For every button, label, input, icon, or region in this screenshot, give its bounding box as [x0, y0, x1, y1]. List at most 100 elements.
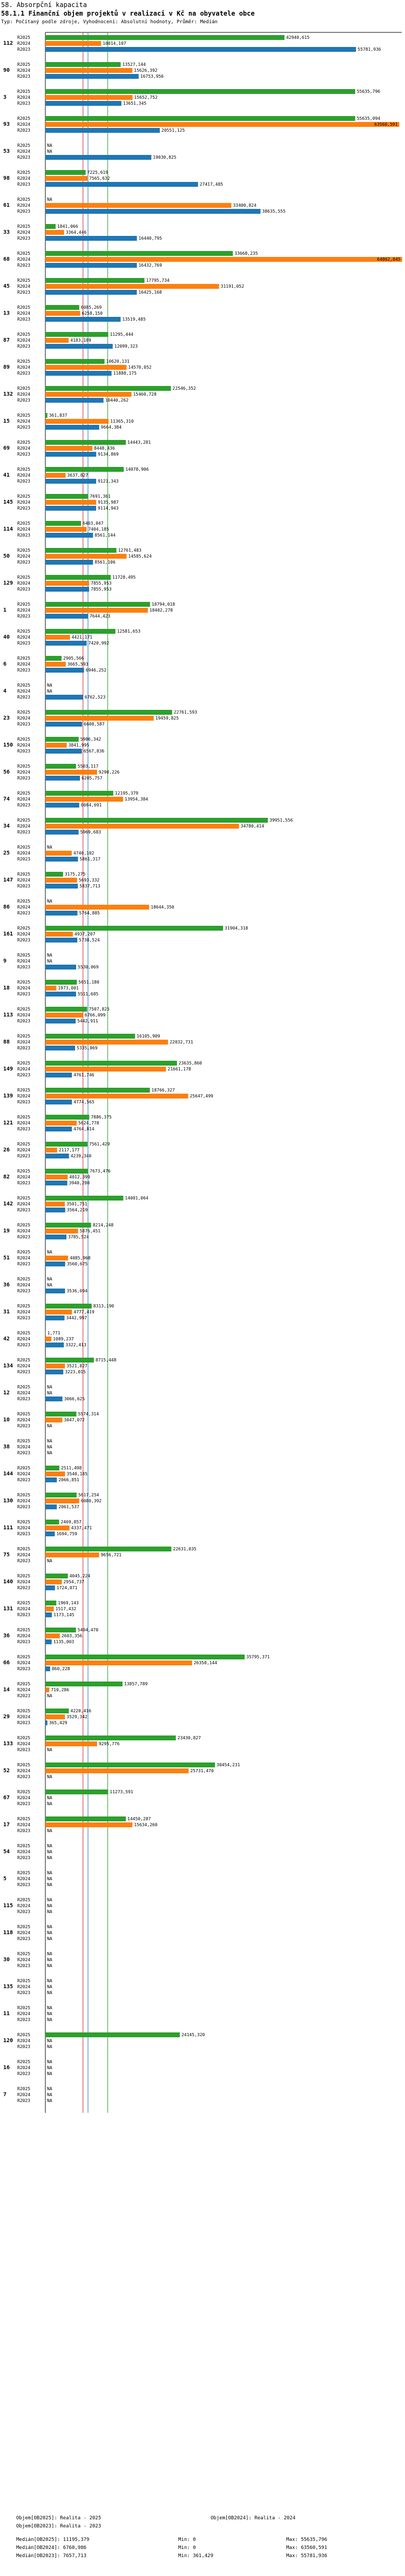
bar-value-label: NA — [47, 683, 52, 688]
series-label: R2023 — [17, 1073, 30, 1077]
bar-value-label: 10620,131 — [106, 359, 130, 364]
group-label: 30 — [3, 1957, 10, 1963]
bar-value-label: NA — [47, 1277, 52, 1282]
bar-value-label: 15626,392 — [134, 68, 158, 73]
bar — [45, 1034, 136, 1039]
group-label: 121 — [3, 1120, 13, 1126]
group-label: 52 — [3, 1768, 10, 1774]
bar-value-label: 14450,287 — [127, 1816, 151, 1821]
group-label: 14 — [3, 1687, 10, 1693]
series-label: R2025 — [17, 1169, 30, 1174]
bar — [45, 791, 113, 796]
bar-value-label: 14585,624 — [128, 554, 152, 559]
bar-value-label: 5335,069 — [77, 1046, 98, 1050]
series-label: R2025 — [17, 1358, 30, 1362]
series-label: R2024 — [17, 284, 30, 289]
bar — [45, 1504, 57, 1509]
bar — [45, 371, 112, 376]
bar — [45, 182, 198, 187]
series-label: R2024 — [17, 203, 30, 208]
bar-value-label: 4012,399 — [69, 1175, 90, 1179]
bar-value-label: 4937,207 — [75, 932, 96, 937]
bar-value-label: 22631,035 — [173, 1547, 197, 1551]
bar — [45, 62, 121, 67]
bar-value-label: 9664,384 — [101, 425, 122, 430]
series-label: R2025 — [17, 1520, 30, 1524]
bar-value-label: NA — [47, 149, 52, 154]
group-label: 134 — [3, 1363, 13, 1369]
series-label: R2023 — [17, 1882, 30, 1887]
bar-value-label: NA — [47, 2005, 52, 2010]
group-label: 132 — [3, 391, 13, 397]
legend-2023: Objem[OB2023]: Realita - 2023 — [16, 2524, 102, 2529]
bar-value-label: 42940,615 — [286, 35, 310, 40]
series-label: R2023 — [17, 776, 30, 781]
bar — [45, 1499, 79, 1503]
series-label: R2025 — [17, 1034, 30, 1039]
series-label: R2023 — [17, 803, 30, 808]
bar-value-label: NA — [47, 1439, 52, 1443]
series-label: R2023 — [17, 1370, 30, 1374]
series-label: R2024 — [17, 1957, 30, 1962]
bar — [45, 365, 127, 370]
bar-value-label: NA — [47, 1795, 52, 1800]
series-label: R2025 — [17, 1493, 30, 1497]
bar-value-label: 6766,099 — [85, 1013, 106, 1018]
bar-value-label: NA — [47, 1957, 52, 1962]
bar-value-label: 6403,047 — [83, 521, 104, 526]
legend-2025: Objem[OB2025]: Realita - 2025 — [16, 2516, 102, 2521]
bar-value-label: 38635,555 — [262, 209, 286, 214]
series-label: R2023 — [17, 1289, 30, 1293]
bar-value-label: 4085,968 — [70, 1256, 91, 1260]
bar — [45, 1412, 77, 1416]
bar — [45, 500, 97, 505]
bar — [45, 89, 355, 94]
bar — [45, 446, 93, 451]
bar — [45, 305, 79, 310]
series-label: R2025 — [17, 1412, 30, 1416]
series-label: R2023 — [17, 560, 30, 565]
series-label: R2024 — [17, 1930, 30, 1935]
series-label: R2024 — [17, 2092, 30, 2097]
bar — [45, 1127, 72, 1131]
bar — [45, 1316, 65, 1320]
bar-value-label: 3536,094 — [66, 1289, 87, 1293]
bar — [45, 1289, 65, 1293]
bar — [45, 1370, 64, 1374]
group-label: 133 — [3, 1741, 13, 1747]
bar-value-label: 3785,524 — [68, 1235, 89, 1239]
bar-value-label: 7691,361 — [90, 494, 111, 499]
bar-value-label: NA — [47, 1924, 52, 1929]
series-label: R2024 — [17, 1472, 30, 1476]
bar-value-label: 16432,769 — [138, 263, 162, 268]
bar — [45, 1531, 55, 1536]
series-label: R2024 — [17, 1580, 30, 1584]
series-label: R2024 — [17, 2038, 30, 2043]
group-label: 66 — [3, 1660, 10, 1666]
series-label: R2025 — [17, 899, 30, 904]
bar-value-label: 5574,314 — [78, 1412, 99, 1416]
bar — [45, 392, 132, 397]
bar — [45, 554, 127, 559]
series-label: R2024 — [17, 797, 30, 802]
bar — [45, 1682, 123, 1686]
bar — [45, 1660, 192, 1665]
bar-value-label: 3047,072 — [64, 1418, 85, 1422]
group-label: 6 — [3, 661, 6, 667]
bar-value-label: 4183,189 — [70, 338, 91, 343]
min-2024: Min: 0 — [178, 2545, 196, 2551]
group-label: 74 — [3, 796, 10, 802]
series-label: R2025 — [17, 197, 30, 202]
series-label: R2024 — [17, 1741, 30, 1746]
series-label: R2025 — [17, 764, 30, 769]
max-2025: Max: 55635,796 — [286, 2537, 327, 2543]
bar — [45, 560, 93, 565]
bar-value-label: NA — [47, 1876, 52, 1881]
series-label: R2024 — [17, 446, 30, 451]
group-label: 93 — [3, 121, 10, 127]
series-label: R2025 — [17, 1007, 30, 1012]
bar-value-label: NA — [47, 1283, 52, 1287]
series-label: R2024 — [17, 1364, 30, 1368]
bar — [45, 1100, 72, 1104]
series-label: R2023 — [17, 1046, 30, 1050]
